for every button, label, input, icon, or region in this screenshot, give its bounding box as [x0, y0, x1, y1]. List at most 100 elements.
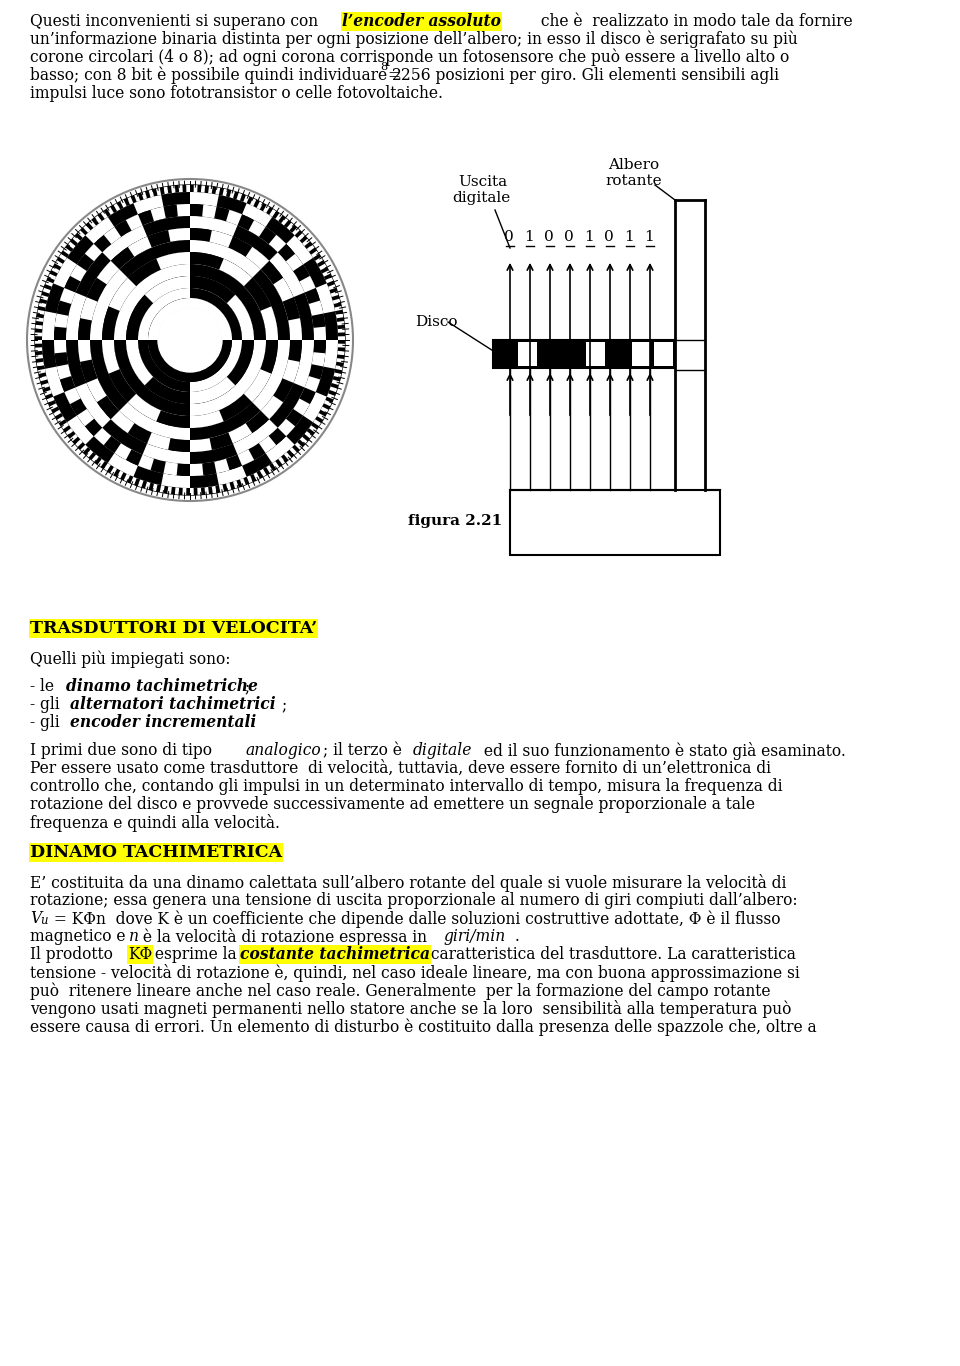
Wedge shape — [57, 417, 65, 423]
Wedge shape — [328, 284, 336, 290]
Wedge shape — [277, 418, 295, 436]
Wedge shape — [292, 228, 300, 235]
Wedge shape — [35, 184, 345, 494]
Wedge shape — [331, 380, 340, 385]
Wedge shape — [78, 340, 92, 362]
Wedge shape — [90, 340, 128, 411]
Wedge shape — [141, 191, 147, 199]
Wedge shape — [159, 485, 165, 493]
Wedge shape — [142, 216, 190, 236]
Bar — [510, 490, 720, 555]
Wedge shape — [104, 463, 110, 471]
Text: essere causa di errori. Un elemento di disturbo è costituito dalla presenza dell: essere causa di errori. Un elemento di d… — [30, 1018, 817, 1035]
Text: I primi due sono di tipo: I primi due sono di tipo — [30, 742, 217, 759]
Wedge shape — [287, 223, 294, 231]
Wedge shape — [219, 485, 224, 492]
Wedge shape — [313, 326, 326, 340]
Wedge shape — [65, 428, 73, 436]
Wedge shape — [156, 251, 190, 270]
Text: può  ritenere lineare anche nel caso reale. Generalmente  per la formazione del : può ritenere lineare anche nel caso real… — [30, 982, 771, 1000]
Wedge shape — [338, 336, 345, 340]
Wedge shape — [67, 235, 94, 265]
Wedge shape — [60, 288, 76, 305]
Wedge shape — [242, 454, 273, 477]
Text: .: . — [245, 714, 250, 731]
Text: rotante: rotante — [605, 173, 661, 189]
Text: = KΦn  dove K è un coefficiente che dipende dalle soluzioni costruttive adottate: = KΦn dove K è un coefficiente che dipen… — [49, 910, 780, 928]
Wedge shape — [95, 216, 102, 223]
Wedge shape — [303, 258, 326, 288]
Wedge shape — [66, 216, 314, 464]
Wedge shape — [337, 351, 345, 355]
Wedge shape — [190, 444, 237, 464]
Text: Per essere usato come trasduttore  di velocità, tuttavia, deve essere fornito di: Per essere usato come trasduttore di vel… — [30, 759, 771, 777]
Wedge shape — [246, 247, 269, 269]
Text: frequenza e quindi alla velocità.: frequenza e quindi alla velocità. — [30, 814, 280, 832]
Wedge shape — [101, 212, 108, 219]
Wedge shape — [281, 217, 288, 225]
Wedge shape — [90, 240, 290, 440]
Wedge shape — [302, 239, 310, 246]
Wedge shape — [295, 443, 302, 449]
Wedge shape — [45, 280, 53, 287]
Text: rotazione; essa genera una tensione di uscita proporzionale al numero di giri co: rotazione; essa genera una tensione di u… — [30, 892, 798, 908]
Wedge shape — [269, 382, 304, 428]
Wedge shape — [312, 352, 325, 366]
Wedge shape — [45, 283, 64, 313]
Wedge shape — [197, 488, 202, 494]
Wedge shape — [212, 486, 217, 493]
Text: u: u — [40, 914, 47, 928]
Text: Quelli più impiegati sono:: Quelli più impiegati sono: — [30, 650, 230, 668]
Text: Il prodotto: Il prodotto — [30, 947, 118, 963]
Wedge shape — [36, 317, 43, 322]
Bar — [632, 342, 650, 366]
Wedge shape — [276, 213, 282, 221]
Wedge shape — [284, 452, 291, 460]
Wedge shape — [57, 365, 71, 380]
Wedge shape — [127, 197, 133, 205]
Text: Albero: Albero — [608, 158, 660, 172]
Wedge shape — [190, 438, 212, 452]
Wedge shape — [244, 369, 272, 402]
Wedge shape — [145, 482, 151, 489]
Text: DINAMO TACHIMETRICA: DINAMO TACHIMETRICA — [30, 844, 282, 861]
Text: V: V — [30, 910, 41, 928]
Wedge shape — [84, 225, 90, 232]
Wedge shape — [114, 443, 132, 460]
Wedge shape — [167, 486, 172, 494]
Wedge shape — [73, 236, 81, 243]
Wedge shape — [76, 253, 110, 298]
Wedge shape — [293, 399, 310, 415]
Wedge shape — [294, 292, 314, 340]
Wedge shape — [317, 413, 324, 419]
Bar — [655, 342, 673, 366]
Wedge shape — [321, 407, 328, 413]
Wedge shape — [335, 365, 343, 370]
Text: 1: 1 — [524, 229, 534, 245]
Wedge shape — [163, 187, 168, 194]
Wedge shape — [60, 254, 67, 261]
Wedge shape — [133, 466, 163, 485]
Wedge shape — [114, 340, 190, 417]
Wedge shape — [334, 306, 342, 311]
Wedge shape — [138, 288, 242, 392]
Wedge shape — [43, 288, 51, 294]
Wedge shape — [171, 186, 176, 193]
Wedge shape — [97, 261, 119, 284]
Wedge shape — [151, 206, 166, 221]
Wedge shape — [131, 477, 136, 485]
Wedge shape — [41, 382, 50, 388]
Wedge shape — [316, 366, 335, 396]
Wedge shape — [260, 469, 266, 477]
Text: analogico: analogico — [245, 742, 321, 759]
Wedge shape — [36, 332, 42, 336]
Wedge shape — [324, 400, 332, 406]
Wedge shape — [81, 445, 88, 452]
Text: caratteristica del trasduttore. La caratteristica: caratteristica del trasduttore. La carat… — [426, 947, 796, 963]
Wedge shape — [337, 321, 345, 325]
Wedge shape — [138, 340, 190, 392]
Wedge shape — [226, 210, 242, 225]
Wedge shape — [261, 396, 283, 419]
Wedge shape — [64, 388, 81, 404]
Wedge shape — [161, 193, 190, 206]
